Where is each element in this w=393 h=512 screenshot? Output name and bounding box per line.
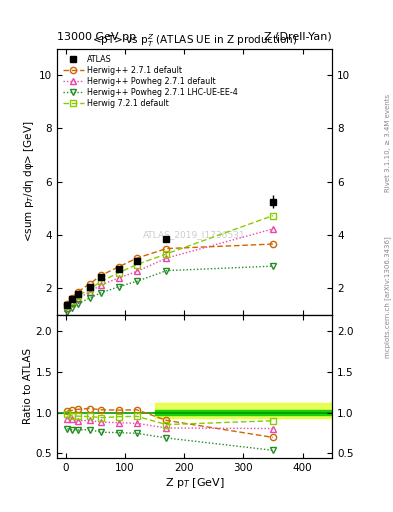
Y-axis label: Ratio to ATLAS: Ratio to ATLAS: [23, 348, 33, 424]
Legend: ATLAS, Herwig++ 2.7.1 default, Herwig++ Powheg 2.7.1 default, Herwig++ Powheg 2.: ATLAS, Herwig++ 2.7.1 default, Herwig++ …: [61, 53, 240, 111]
Bar: [154, 410, 332, 415]
Text: mcplots.cern.ch [arXiv:1306.3436]: mcplots.cern.ch [arXiv:1306.3436]: [384, 236, 391, 358]
Text: Z (Drell-Yan): Z (Drell-Yan): [264, 32, 332, 42]
Text: ATLAS_2019_I1736531: ATLAS_2019_I1736531: [143, 230, 246, 239]
Text: Rivet 3.1.10, ≥ 3.4M events: Rivet 3.1.10, ≥ 3.4M events: [385, 94, 391, 193]
Text: 13000 GeV pp: 13000 GeV pp: [57, 32, 136, 42]
Title: <pT> vs p$^Z_T$ (ATLAS UE in Z production): <pT> vs p$^Z_T$ (ATLAS UE in Z productio…: [92, 32, 298, 49]
Bar: [154, 403, 332, 418]
Y-axis label: <sum p$_T$/dη dφ> [GeV]: <sum p$_T$/dη dφ> [GeV]: [22, 121, 36, 242]
X-axis label: Z p$_T$ [GeV]: Z p$_T$ [GeV]: [165, 476, 224, 490]
